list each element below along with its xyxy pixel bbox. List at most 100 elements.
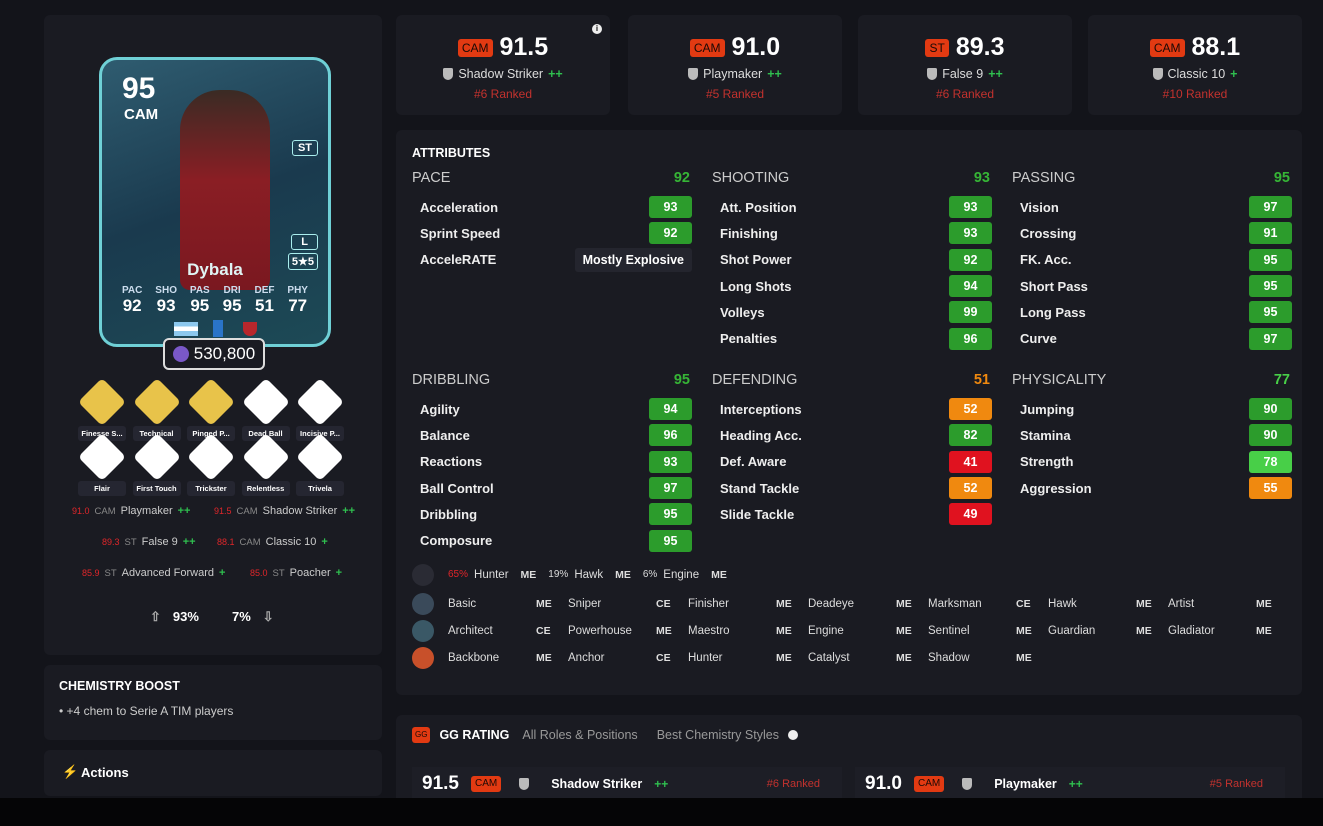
chem-style-item[interactable]: Basic ME — [448, 598, 552, 610]
chem-style-item[interactable]: Sentinel ME — [928, 625, 1032, 637]
playstyle[interactable]: Relentless — [241, 432, 290, 496]
attribute-value: 41 — [949, 450, 992, 473]
info-icon[interactable]: i — [592, 24, 602, 34]
attribute-row: Ball Control 97 — [412, 475, 692, 501]
group-name: DEFENDING — [712, 372, 798, 388]
top-role-card[interactable]: CAM 88.1 Classic 10 + #10 Ranked — [1088, 15, 1302, 115]
gg-rating-row[interactable]: 91.0 CAM Playmaker ++ #5 Ranked — [855, 767, 1285, 801]
role-rating: 91.0 — [731, 33, 781, 61]
playstyle-icon — [295, 432, 345, 482]
chem-style-item[interactable]: Gladiator ME — [1168, 625, 1272, 637]
chem-style-item[interactable]: Guardian ME — [1048, 625, 1152, 637]
bottom-overlay — [0, 798, 1323, 826]
role-plus: ++ — [548, 67, 563, 81]
attribute-row: Dribbling 95 — [412, 501, 692, 527]
boot-icon — [1152, 68, 1163, 80]
chem-style-item[interactable]: Architect CE — [448, 625, 551, 637]
popular-chem-style[interactable]: 65% Hunter ME — [448, 569, 537, 581]
role-list-item[interactable]: 91.5 CAM Shadow Striker ++ — [214, 505, 356, 517]
playstyle[interactable]: First Touch — [132, 432, 181, 496]
attribute-value: 52 — [949, 477, 992, 500]
attribute-value: 96 — [949, 327, 992, 350]
playstyle[interactable]: Pinged P... — [186, 377, 236, 441]
role-rank[interactable]: #10 Ranked — [1162, 87, 1228, 101]
playstyle[interactable]: Technical — [132, 377, 181, 441]
attribute-value: 95 — [649, 529, 692, 552]
attribute-row: Crossing 91 — [1012, 220, 1292, 246]
role-rating: 91.5 — [499, 33, 549, 61]
chem-style-item[interactable]: Engine ME — [808, 625, 912, 637]
card-stat: SHO 93 — [155, 285, 177, 315]
chem-style-item[interactable]: Marksman CE — [928, 598, 1031, 610]
role-list-item[interactable]: 88.1 CAM Classic 10 + — [217, 536, 328, 548]
playstyle[interactable]: Finesse S... — [77, 377, 127, 441]
chem-style-item[interactable]: Hawk ME — [1048, 598, 1152, 610]
chem-style-item[interactable]: Maestro ME — [688, 625, 792, 637]
role-list-item[interactable]: 85.0 ST Poacher + — [250, 567, 343, 579]
playstyle[interactable]: Incisive P... — [295, 377, 345, 441]
chem-style-row: Architect CE Powerhouse ME Maestro ME Engine ME… — [412, 620, 1288, 642]
actions-button[interactable]: ⚡ Actions — [44, 750, 382, 796]
attribute-row: Agility 94 — [412, 396, 692, 422]
top-role-card[interactable]: CAM 91.0 Playmaker ++ #5 Ranked — [628, 15, 842, 115]
chem-style-item[interactable]: Powerhouse ME — [568, 625, 672, 637]
top-role-card[interactable]: ST 89.3 False 9 ++ #6 Ranked — [858, 15, 1072, 115]
chemistry-boost-title: CHEMISTRY BOOST — [59, 679, 180, 693]
tab-best-chem-styles[interactable]: Best Chemistry Styles — [656, 728, 779, 742]
playstyle[interactable]: Trivela — [295, 432, 345, 496]
attribute-value: 82 — [949, 424, 992, 447]
shield-icon — [688, 68, 699, 80]
group-value: 77 — [1273, 372, 1290, 388]
role-list-item[interactable]: 85.9 ST Advanced Forward + — [82, 567, 226, 579]
role-list-item[interactable]: 89.3 ST False 9 ++ — [102, 536, 196, 548]
top-role-card[interactable]: CAM 91.5 Shadow Striker ++ #6 Ranked i — [396, 15, 610, 115]
shield-icon — [519, 778, 530, 790]
role-rank[interactable]: #6 Ranked — [935, 87, 995, 101]
role-rank[interactable]: #6 Ranked — [473, 87, 533, 101]
popular-chem-style[interactable]: 19% Hawk ME — [548, 569, 631, 581]
chem-style-item[interactable]: Catalyst ME — [808, 652, 912, 664]
group-value: 95 — [673, 372, 690, 388]
chem-style-item[interactable]: Deadeye ME — [808, 598, 912, 610]
info-icon[interactable] — [787, 730, 798, 740]
attribute-row: Strength 78 — [1012, 449, 1292, 475]
gg-title: GG RATING — [439, 728, 510, 742]
group-name: PACE — [412, 170, 451, 186]
attributes-title: ATTRIBUTES — [412, 146, 491, 160]
attr-group-physicality: PHYSICALITY 77 Jumping 90 Stamina 90 Strength 7… — [1012, 372, 1292, 501]
arrow-up-icon: ⇧ — [150, 609, 161, 624]
popular-chem-style[interactable]: 6% Engine ME — [642, 569, 727, 581]
playstyle[interactable]: Dead Ball — [241, 377, 290, 441]
club-badge — [243, 322, 257, 336]
chem-category-icon — [412, 620, 434, 642]
chem-style-item[interactable]: Sniper CE — [568, 598, 671, 610]
role-rank[interactable]: #5 Ranked — [705, 87, 765, 101]
position-badge: CAM — [689, 38, 725, 57]
alt-position: ST — [291, 140, 318, 156]
defense-work-rate: 7% ⇩ — [232, 609, 274, 624]
chem-style-item[interactable]: Anchor CE — [568, 652, 671, 664]
attribute-row: Short Pass 95 — [1012, 273, 1292, 299]
attribute-value: 91 — [1249, 222, 1292, 245]
role-list-item[interactable]: 91.0 CAM Playmaker ++ — [72, 505, 191, 517]
chem-style-item[interactable]: Artist ME — [1168, 598, 1272, 610]
card-stat: DEF 51 — [254, 285, 275, 315]
chem-style-row: Backbone ME Anchor CE Hunter ME Catalyst ME Shad… — [412, 647, 1048, 669]
chem-style-item[interactable]: Backbone ME — [448, 652, 552, 664]
gg-badge: GG — [412, 727, 431, 743]
chemistry-boost-panel: CHEMISTRY BOOST • +4 chem to Serie A TIM… — [44, 665, 382, 740]
playstyle-icon — [186, 377, 236, 427]
attribute-row: Jumping 90 — [1012, 396, 1292, 422]
gg-rating-row[interactable]: 91.5 CAM Shadow Striker ++ #6 Ranked — [412, 767, 842, 801]
chem-style-item[interactable]: Finisher ME — [688, 598, 792, 610]
chem-style-item[interactable]: Shadow ME — [928, 652, 1032, 664]
lightning-icon: ⚡ — [62, 764, 79, 779]
chem-style-item[interactable]: Hunter ME — [688, 652, 792, 664]
chem-category-icon — [412, 647, 434, 669]
playstyle[interactable]: Trickster — [186, 432, 236, 496]
playstyle-icon — [295, 377, 345, 427]
playstyle[interactable]: Flair — [77, 432, 127, 496]
group-value: 51 — [973, 372, 990, 388]
attr-group-dribbling: DRIBBLING 95 Agility 94 Balance 96 Reactions 93… — [412, 372, 692, 554]
tab-all-roles[interactable]: All Roles & Positions — [522, 728, 638, 742]
